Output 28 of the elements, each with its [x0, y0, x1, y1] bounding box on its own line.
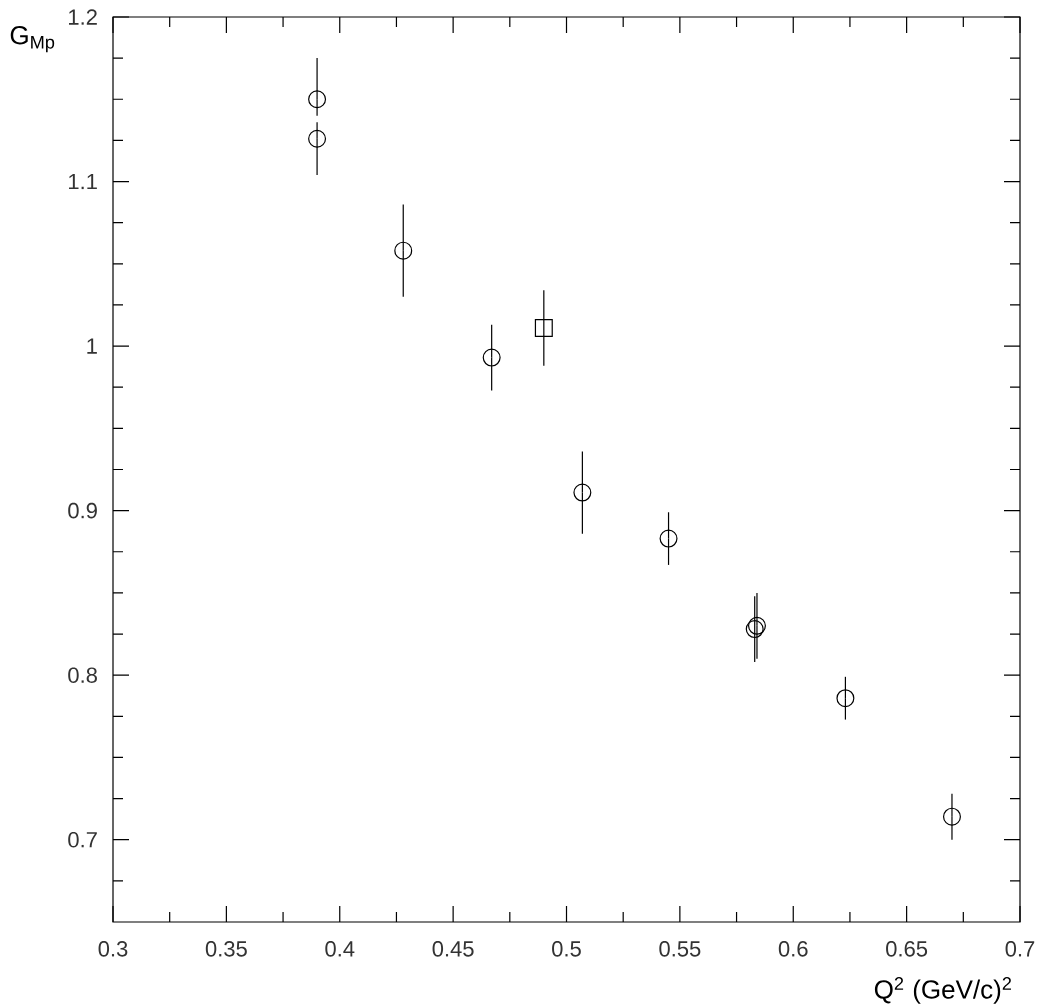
y-tick-label: 1 — [87, 338, 97, 354]
point — [659, 529, 678, 548]
y-tick-label: 0.9 — [68, 502, 97, 519]
x-tick-label: 0.5 — [552, 941, 581, 957]
y-tick-label: 1.1 — [69, 173, 97, 190]
x-tick-label: 0.7 — [1005, 941, 1035, 957]
point — [394, 241, 413, 260]
x-tick-label: 0.3 — [98, 941, 128, 957]
point — [747, 616, 766, 635]
y-tick-label: 1.2 — [69, 9, 97, 25]
y-tick-label: 0.7 — [68, 831, 97, 848]
x-axis-title: Q$^{2}$ (GeV/c)$^{2}$ — [874, 977, 1011, 1004]
point — [836, 689, 855, 708]
point — [534, 318, 553, 337]
point — [308, 90, 327, 109]
x-tick-label: 0.45 — [432, 941, 474, 957]
point — [308, 129, 327, 148]
x-tick-label: 0.55 — [659, 941, 701, 957]
point — [482, 348, 501, 367]
point — [942, 807, 961, 826]
y-axis-title: G$_{Mp}$ — [10, 26, 55, 53]
point — [573, 483, 592, 502]
x-tick-label: 0.6 — [778, 941, 808, 957]
point — [745, 620, 764, 639]
x-tick-label: 0.4 — [325, 941, 355, 957]
x-tick-label: 0.65 — [886, 941, 928, 957]
x-tick-label: 0.35 — [205, 941, 247, 957]
y-tick-label: 0.8 — [68, 667, 97, 683]
